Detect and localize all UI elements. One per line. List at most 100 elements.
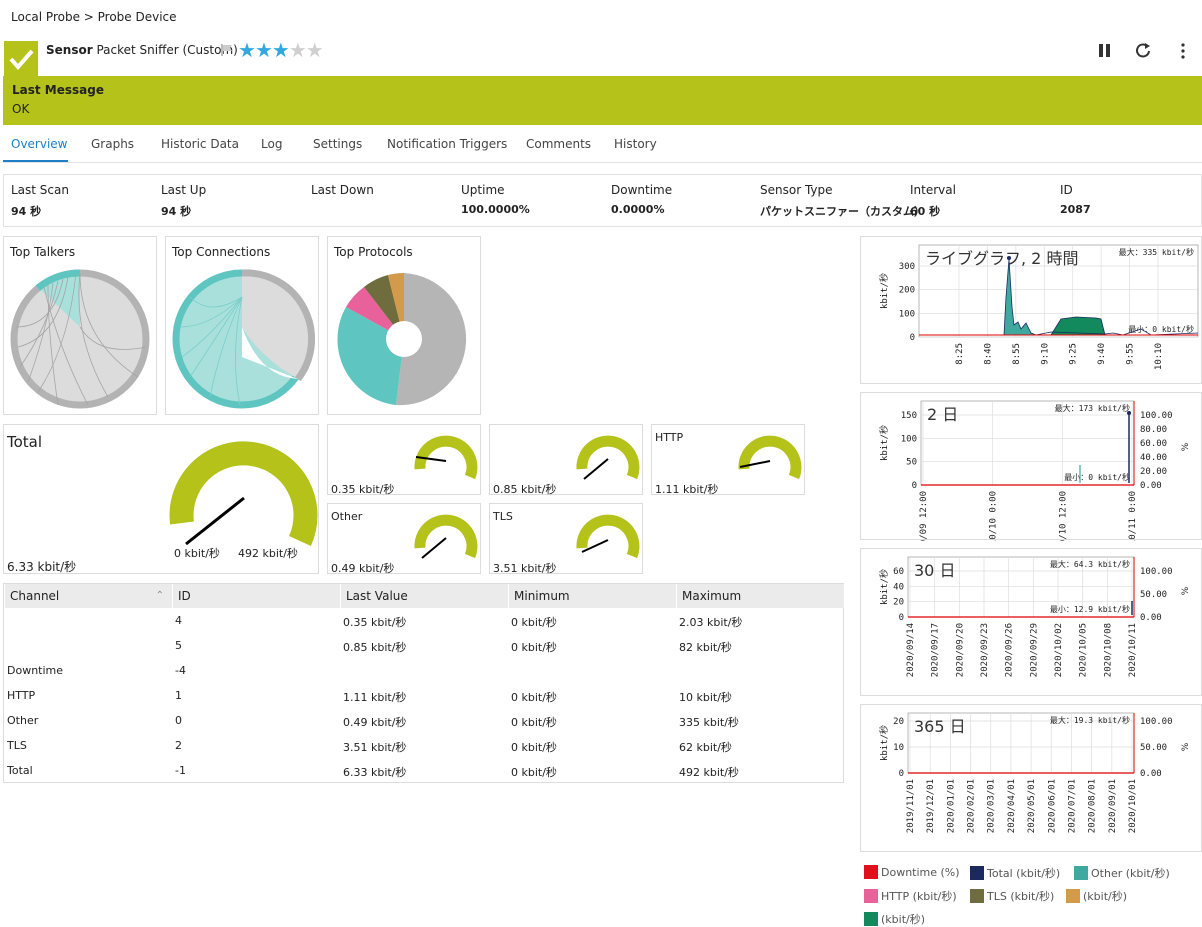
top-connections-panel[interactable]: Top Connections [165, 236, 319, 415]
total-gauge-needle [185, 496, 245, 546]
legend-item[interactable]: Total (kbit/秒) [970, 865, 1060, 881]
table-cell: 4 [175, 614, 182, 627]
more-menu-button[interactable] [1172, 40, 1194, 62]
star-icon[interactable]: ★ [288, 38, 307, 62]
priority-stars[interactable]: ★★★★★ [238, 38, 324, 62]
flag-icon[interactable] [220, 43, 234, 60]
x-tick-label: 10/10 12:00 [1058, 491, 1068, 541]
top-talkers-panel[interactable]: Top Talkers [3, 236, 157, 415]
breadcrumb[interactable]: Local Probe > Probe Device [11, 10, 177, 24]
legend-item[interactable]: (kbit/秒) [864, 911, 925, 927]
table-cell: 2.03 kbit/秒 [679, 616, 743, 629]
table-cell: 10 kbit/秒 [679, 691, 732, 704]
column-header-maximum[interactable]: Maximum [676, 584, 844, 608]
live-graph-panel[interactable]: 300 200 100 0 8:25 8:40 8:55 9:10 9:25 9:40 9:55 10… [860, 236, 1202, 384]
total-gauge-panel[interactable]: Total 0 kbit/秒 492 kbit/秒 6.33 kbit/秒 [3, 424, 319, 574]
stat-last-scan: Last Scan 94 秒 [11, 183, 69, 218]
y2-tick-label: 60.00 [1140, 439, 1167, 449]
legend-swatch [1066, 889, 1080, 903]
legend-item[interactable]: HTTP (kbit/秒) [864, 888, 957, 904]
y2-tick-label: 100.00 [1140, 411, 1173, 421]
y2-axis-label: % [1181, 586, 1191, 595]
top-connections-chord [172, 269, 315, 409]
top-protocols-panel[interactable]: Top Protocols [327, 236, 481, 415]
legend-item[interactable]: Other (kbit/秒) [1074, 865, 1170, 881]
peak-marker [1127, 411, 1131, 415]
x-tick-label: 2020/10/02 [1054, 623, 1064, 677]
live-graph: 300 200 100 0 8:25 8:40 8:55 9:10 9:25 9:40 9:55 10… [878, 244, 1199, 370]
x-tick-label: 2020/08/01 [1088, 779, 1098, 833]
tab-comments[interactable]: Comments [526, 137, 592, 151]
table-cell: 82 kbit/秒 [679, 641, 732, 654]
x-tick-label: 2020/02/01 [967, 779, 977, 833]
gauge-panel-http[interactable]: HTTP 1.11 kbit/秒 [651, 424, 805, 496]
gauge-panel-5[interactable]: 0.85 kbit/秒 [489, 424, 643, 496]
tab-settings[interactable]: Settings [313, 137, 363, 151]
graph-min-label: 最小：12.9 kbit/秒 [1050, 604, 1130, 614]
tab-graphs[interactable]: Graphs [91, 137, 135, 151]
gauge-panel-tls[interactable]: TLS 3.51 kbit/秒 [489, 503, 643, 575]
x-tick-label: 2020/05/01 [1027, 779, 1037, 833]
total-gauge-max: 492 kbit/秒 [238, 547, 298, 560]
column-header-last-value[interactable]: Last Value [340, 584, 508, 608]
x-tick-label: 2019/12/01 [926, 779, 936, 833]
gauge-panel-4[interactable]: 0.35 kbit/秒 [327, 424, 481, 496]
table-cell: 1.11 kbit/秒 [343, 691, 407, 704]
gauge-4-value: 0.35 kbit/秒 [331, 483, 395, 496]
table-cell: 1 [175, 689, 182, 702]
tab-log[interactable]: Log [261, 137, 283, 151]
gauge-http-title: HTTP [655, 431, 684, 444]
thirty-day-graph: 60 40 20 0 100.00 50.00 0.00% 2020/09/14 2020/09… [878, 556, 1191, 677]
column-header-id[interactable]: ID [172, 584, 340, 608]
star-icon[interactable]: ★ [271, 38, 290, 62]
star-icon[interactable]: ★ [254, 38, 273, 62]
tab-historic-data[interactable]: Historic Data [161, 137, 239, 151]
table-cell: 62 kbit/秒 [679, 741, 732, 754]
x-tick-label: 10:10 [1154, 343, 1164, 370]
y-tick-label: 0 [899, 769, 904, 779]
table-cell: 0.49 kbit/秒 [343, 716, 407, 729]
x-tick-label: 2020/04/01 [1007, 779, 1017, 833]
x-tick-label: 8:25 [955, 343, 965, 365]
y-tick-label: 50 [906, 458, 917, 468]
legend-label: (kbit/秒) [881, 913, 926, 926]
more-vertical-icon [1181, 43, 1185, 59]
active-tab-indicator [3, 160, 68, 162]
gauge-tls [576, 514, 640, 559]
gauge-4 [414, 435, 478, 480]
legend-item[interactable]: (kbit/秒) [1066, 888, 1127, 904]
graph-title: ライブグラフ, 2 時間 [925, 249, 1078, 268]
year-graph: 20 10 0 100.00 50.00 0.00% 2019/11/01 2019/12/0… [878, 712, 1191, 833]
column-header-channel[interactable]: Channel ⌃ [4, 584, 172, 608]
tab-history[interactable]: History [614, 137, 657, 151]
y2-tick-label: 0.00 [1140, 481, 1162, 491]
year-graph-panel[interactable]: 20 10 0 100.00 50.00 0.00% 2019/11/01 2019/12/0… [860, 704, 1202, 852]
star-icon[interactable]: ★ [238, 38, 256, 62]
table-cell: Downtime [7, 664, 64, 677]
y2-tick-label: 80.00 [1140, 425, 1167, 435]
thirty-day-graph-panel[interactable]: 60 40 20 0 100.00 50.00 0.00% 2020/09/14 2020/09… [860, 548, 1202, 696]
pause-button[interactable] [1094, 40, 1116, 62]
y-tick-label: 10 [893, 743, 904, 753]
table-cell: 3.51 kbit/秒 [343, 741, 407, 754]
tab-notification-triggers[interactable]: Notification Triggers [387, 137, 508, 151]
y2-tick-label: 100.00 [1140, 567, 1173, 577]
star-icon[interactable]: ★ [305, 38, 324, 62]
legend-item[interactable]: TLS (kbit/秒) [970, 888, 1054, 904]
top-connections-title: Top Connections [172, 245, 271, 259]
total-gauge-min: 0 kbit/秒 [174, 547, 220, 560]
top-protocols-title: Top Protocols [334, 245, 413, 259]
two-day-graph-panel[interactable]: 150 100 50 0 100.00 80.00 60.00 40.00 20.00 0.00%… [860, 392, 1202, 551]
top-protocols-donut [337, 273, 467, 406]
total-gauge-title: Total [7, 433, 43, 451]
y2-tick-label: 100.00 [1140, 717, 1173, 727]
stat-uptime: Uptime 100.0000% [461, 183, 530, 216]
x-tick-label: 9:40 [1097, 343, 1107, 365]
y-tick-label: 40 [893, 582, 904, 592]
gauge-panel-other[interactable]: Other 0.49 kbit/秒 [327, 503, 481, 575]
refresh-button[interactable] [1133, 40, 1155, 62]
column-header-minimum[interactable]: Minimum [508, 584, 676, 608]
tab-overview[interactable]: Overview [11, 137, 68, 151]
legend-item[interactable]: Downtime (%) [864, 865, 960, 879]
y-tick-label: 60 [893, 567, 904, 577]
